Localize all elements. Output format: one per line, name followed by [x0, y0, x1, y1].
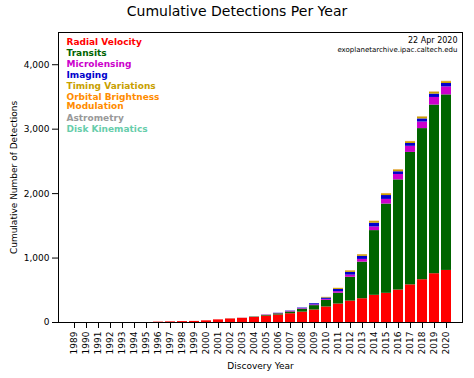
svg-text:3,000: 3,000	[24, 124, 50, 134]
svg-text:Radial Velocity: Radial Velocity	[67, 37, 142, 47]
svg-text:2018: 2018	[417, 331, 427, 354]
svg-text:1,000: 1,000	[24, 253, 50, 263]
svg-text:Cumulative Number of Detection: Cumulative Number of Detections	[9, 101, 19, 255]
svg-text:Orbital BrightnessModulation: Orbital BrightnessModulation	[67, 92, 160, 111]
svg-text:0: 0	[44, 317, 50, 327]
svg-text:2008: 2008	[297, 331, 307, 354]
svg-text:1991: 1991	[93, 332, 103, 355]
svg-text:Imaging: Imaging	[67, 70, 108, 80]
svg-text:exoplanetarchive.ipac.caltech.: exoplanetarchive.ipac.caltech.edu	[337, 46, 457, 54]
svg-text:2019: 2019	[429, 331, 439, 354]
svg-text:2012: 2012	[345, 332, 355, 355]
svg-text:2010: 2010	[321, 331, 331, 354]
svg-text:2014: 2014	[369, 331, 379, 354]
svg-text:1990: 1990	[81, 331, 91, 354]
svg-text:2005: 2005	[261, 332, 271, 355]
svg-text:Astrometry: Astrometry	[67, 113, 124, 123]
svg-text:2001: 2001	[213, 332, 223, 355]
svg-text:2007: 2007	[285, 332, 295, 355]
svg-text:Disk Kinematics: Disk Kinematics	[67, 124, 148, 134]
svg-text:2,000: 2,000	[24, 188, 50, 198]
html-text:Cumulative Detections Per Year: Cumulative Detections Per Year	[126, 3, 348, 19]
svg-text:2017: 2017	[405, 332, 415, 355]
svg-text:2002: 2002	[225, 332, 235, 355]
svg-text:2003: 2003	[237, 332, 247, 355]
svg-text:1997: 1997	[165, 332, 175, 355]
svg-text:Transits: Transits	[67, 48, 107, 58]
svg-text:Microlensing: Microlensing	[67, 59, 132, 69]
svg-text:1995: 1995	[141, 332, 151, 355]
svg-text:2000: 2000	[201, 331, 211, 354]
svg-text:1992: 1992	[105, 332, 115, 355]
svg-text:2004: 2004	[249, 331, 259, 354]
svg-text:2015: 2015	[381, 332, 391, 355]
svg-text:2020: 2020	[441, 331, 451, 354]
svg-text:1998: 1998	[177, 331, 187, 354]
svg-text:1993: 1993	[117, 332, 127, 355]
svg-text:1994: 1994	[129, 331, 139, 354]
svg-text:4,000: 4,000	[24, 60, 50, 70]
svg-text:1999: 1999	[189, 331, 199, 354]
svg-text:Timing Variations: Timing Variations	[67, 81, 156, 91]
svg-text:2016: 2016	[393, 331, 403, 354]
svg-text:Discovery Year: Discovery Year	[227, 361, 294, 371]
svg-text:2009: 2009	[309, 331, 319, 354]
svg-text:2011: 2011	[333, 332, 343, 355]
svg-text:1996: 1996	[153, 331, 163, 354]
svg-text:2006: 2006	[273, 331, 283, 354]
svg-text:22 Apr 2020: 22 Apr 2020	[408, 36, 457, 45]
svg-text:1989: 1989	[69, 331, 79, 354]
svg-text:2013: 2013	[357, 332, 367, 355]
